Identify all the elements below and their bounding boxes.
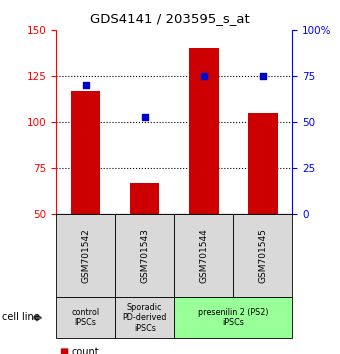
Text: GSM701542: GSM701542 — [81, 228, 90, 283]
Bar — [130, 183, 159, 214]
Point — [260, 73, 266, 79]
Bar — [189, 48, 219, 214]
Text: GSM701543: GSM701543 — [140, 228, 149, 283]
Text: GSM701544: GSM701544 — [199, 228, 208, 283]
Text: ■: ■ — [59, 347, 69, 354]
Point — [83, 82, 88, 88]
Point — [201, 73, 206, 79]
Bar — [71, 91, 100, 214]
Bar — [248, 113, 278, 214]
Text: GSM701545: GSM701545 — [258, 228, 267, 283]
Text: cell line: cell line — [2, 312, 39, 322]
Text: Sporadic
PD-derived
iPSCs: Sporadic PD-derived iPSCs — [122, 303, 167, 333]
Text: GDS4141 / 203595_s_at: GDS4141 / 203595_s_at — [90, 12, 250, 25]
Text: control
IPSCs: control IPSCs — [72, 308, 100, 327]
Text: presenilin 2 (PS2)
iPSCs: presenilin 2 (PS2) iPSCs — [198, 308, 269, 327]
Text: count: count — [71, 347, 99, 354]
Point — [142, 114, 148, 119]
